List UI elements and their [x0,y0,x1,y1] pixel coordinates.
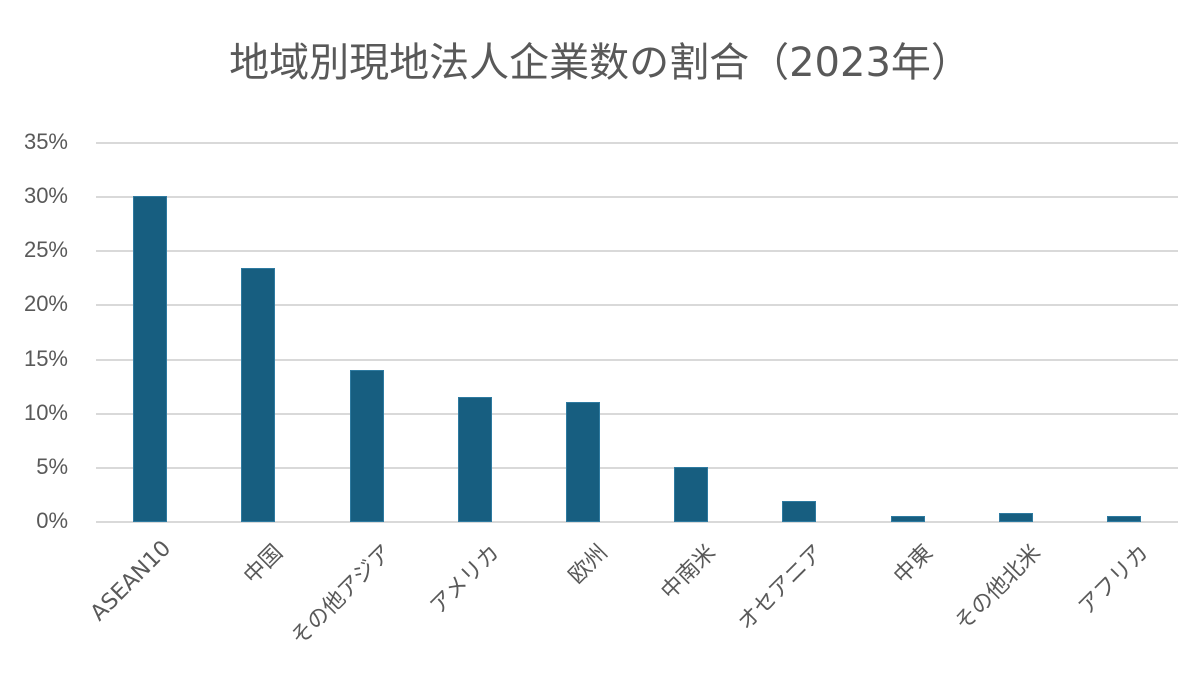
gridline [96,196,1178,199]
bar [1106,515,1141,522]
bar [782,501,817,522]
bar [457,397,492,522]
gridline [96,304,1178,307]
bar [349,370,384,522]
x-tick-label: 中東 [888,540,938,590]
bar [674,466,709,522]
x-tick-label: ASEAN10 [86,536,177,627]
bar [890,515,925,522]
y-tick-label: 20% [23,291,68,317]
x-tick-label: アメリカ [425,540,505,620]
bar [241,267,276,522]
x-tick-label: 中南米 [656,540,722,605]
x-tick-label: その他アジア [286,540,397,651]
gridline [96,521,1178,523]
gridline [96,358,1178,361]
x-tick-label: その他北米 [950,540,1046,636]
gridline [96,412,1178,415]
y-tick-label: 5% [36,453,68,479]
x-tick-label: 中国 [239,540,289,590]
gridline [96,250,1178,253]
x-tick-label: オセアニア [733,540,829,636]
bar [565,401,600,522]
bar [133,196,168,522]
x-tick-label: 欧州 [564,540,613,590]
y-tick-label: 0% [36,508,68,533]
y-tick-label: 25% [23,237,68,263]
chart-title: 地域別現地法人企業数の割合（2023年） [229,40,971,86]
y-tick-label: 15% [23,345,68,371]
x-tick-label: アフリカ [1073,540,1154,621]
y-tick-label: 30% [23,183,68,209]
bar [998,513,1033,522]
gridline [96,466,1178,469]
gridline [96,142,1178,144]
plot-area [96,142,1178,523]
y-tick-label: 35% [23,129,68,154]
y-tick-label: 10% [23,399,68,425]
